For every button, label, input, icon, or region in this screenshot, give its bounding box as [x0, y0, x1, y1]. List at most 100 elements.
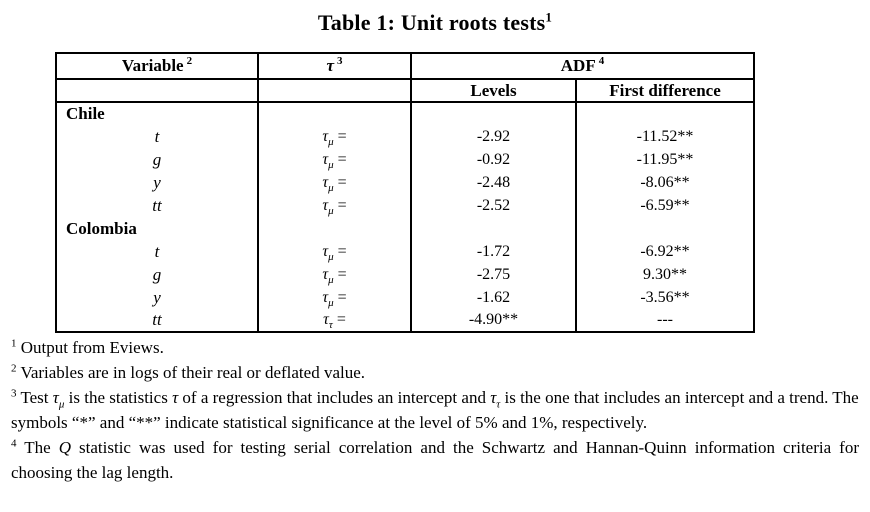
tau-header-symbol: τ [326, 56, 335, 75]
equals-sign: = [337, 288, 347, 306]
variable-header: Variable 2 [56, 53, 258, 80]
tau-subscript: μ [328, 204, 334, 217]
variable-label: y [153, 287, 161, 307]
variable-footnote-marker: 2 [186, 55, 193, 68]
adf-footnote-marker: 4 [598, 55, 605, 68]
tau-symbol: τ [322, 265, 329, 283]
variable-header-label: Variable [121, 56, 184, 75]
tau-symbol: τ [322, 288, 329, 306]
title-footnote-marker: 1 [545, 9, 553, 25]
tau-subscript: μ [328, 181, 334, 194]
empty-cell [56, 79, 258, 103]
table-row: g τμ = -2.75 9.30** [56, 263, 755, 286]
first-difference-value: -6.59** [574, 194, 755, 217]
table-row: y τμ = -1.62 -3.56** [56, 286, 755, 309]
empty-cell [574, 102, 755, 125]
tau-cell: τμ = [257, 125, 411, 148]
table-row: tt ττ = -4.90** --- [56, 309, 755, 332]
tau-subscript: μ [328, 158, 334, 171]
table-row: g τμ = -0.92 -11.95** [56, 148, 755, 171]
table-title-text: Table 1: Unit roots tests [317, 10, 546, 35]
equals-sign: = [337, 173, 347, 191]
levels-header: Levels [410, 79, 576, 103]
equals-sign: = [336, 311, 346, 328]
first-difference-value: -3.56** [574, 286, 755, 309]
tau-cell: τμ = [257, 240, 411, 263]
footnote-text: Test [16, 388, 53, 407]
tau-cell: τμ = [257, 148, 411, 171]
variable-label: tt [152, 310, 162, 329]
tau-symbol: τ [322, 127, 329, 145]
first-difference-value: 9.30** [574, 263, 755, 286]
tau-symbol: τ [322, 150, 329, 168]
tau-subscript: μ [328, 296, 334, 309]
variable-label: tt [152, 195, 162, 215]
levels-value: -2.92 [410, 125, 576, 148]
variable-label: y [153, 172, 161, 192]
footnote-marker: 1 [11, 337, 17, 350]
variable-label: t [154, 241, 160, 261]
footnote-marker: 4 [11, 437, 17, 450]
tau-subscript: μ [328, 135, 334, 148]
empty-cell [257, 102, 411, 125]
tau-symbol: τ [322, 196, 329, 214]
variable-label: t [154, 126, 160, 146]
variable-cell: t [56, 240, 258, 263]
tau-symbol: τ [322, 173, 329, 191]
table-row: t τμ = -2.92 -11.52** [56, 125, 755, 148]
footnote-text: is the statistics [64, 388, 173, 407]
table-row: t τμ = -1.72 -6.92** [56, 240, 755, 263]
empty-cell [574, 217, 755, 240]
tau-symbol: τ [322, 242, 329, 260]
table-row: tt τμ = -2.52 -6.59** [56, 194, 755, 217]
tau-cell: τμ = [257, 286, 411, 309]
tau-symbol: τ [323, 311, 329, 328]
footnote-3: 3 Test τμ is the statistics τ of a regre… [11, 385, 859, 435]
empty-cell [257, 217, 411, 240]
equals-sign: = [337, 196, 347, 214]
variable-cell: tt [56, 194, 258, 217]
first-difference-value: --- [574, 309, 755, 332]
levels-value: -0.92 [410, 148, 576, 171]
variable-label: g [152, 149, 162, 169]
variable-label: g [152, 264, 162, 284]
first-difference-header: First difference [574, 79, 755, 103]
footnote-1: 1 Output from Eviews. [11, 335, 859, 360]
adf-header: ADF 4 [409, 53, 755, 80]
empty-cell [410, 102, 576, 125]
levels-value: -2.75 [410, 263, 576, 286]
footnote-2: 2 Variables are in logs of their real or… [11, 360, 859, 385]
equals-sign: = [337, 242, 347, 260]
country-label: Colombia [66, 218, 137, 238]
tau-subscript: μ [328, 273, 334, 286]
first-difference-value: -8.06** [574, 171, 755, 194]
footnote-text: Output from Eviews. [16, 338, 164, 357]
variable-cell: g [56, 263, 258, 286]
header-row-2: Levels First difference [56, 79, 755, 103]
variable-cell: y [56, 171, 258, 194]
footnotes: 1 Output from Eviews. 2 Variables are in… [11, 335, 859, 485]
first-difference-value: -11.95** [574, 148, 755, 171]
footnote-4: 4 The Q statistic was used for testing s… [11, 435, 859, 485]
footnote-marker: 3 [11, 387, 17, 400]
levels-value: -1.62 [410, 286, 576, 309]
variable-cell: t [56, 125, 258, 148]
first-difference-value: -6.92** [574, 240, 755, 263]
tau-footnote-marker: 3 [337, 55, 343, 68]
tau-subscript: μ [328, 250, 334, 263]
levels-value: -2.52 [410, 194, 576, 217]
tau-cell: ττ = [257, 309, 411, 332]
adf-header-label: ADF [560, 56, 596, 75]
empty-cell [410, 217, 576, 240]
levels-value: -4.90** [410, 309, 576, 332]
country-row: Chile [56, 102, 755, 125]
table-row: y τμ = -2.48 -8.06** [56, 171, 755, 194]
footnote-text: Variables are in logs of their real or d… [16, 363, 366, 382]
equals-sign: = [337, 265, 347, 283]
tau-subscript: μ [58, 398, 65, 411]
tau-symbol: τ [490, 388, 497, 407]
footnote-text: of a regression that includes an interce… [178, 388, 491, 407]
